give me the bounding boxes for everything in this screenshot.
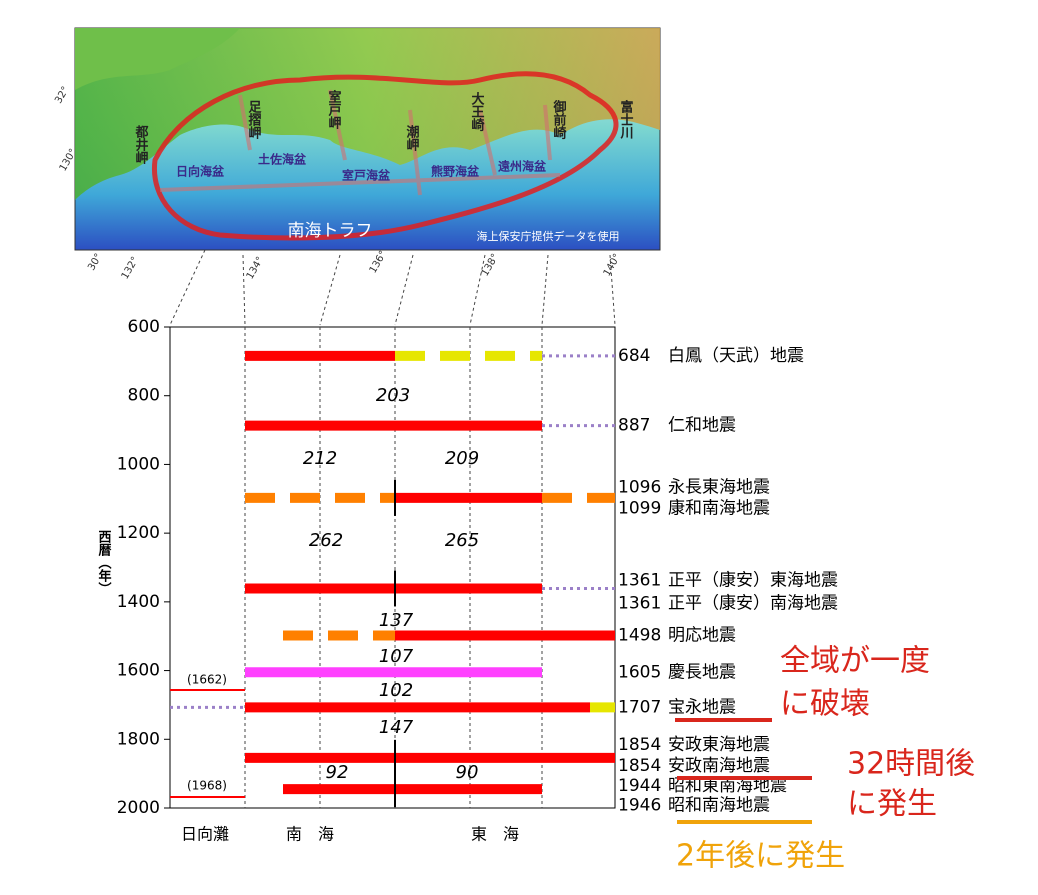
y-tick-label: 600 (128, 317, 160, 337)
cape-label: 御前崎 (551, 99, 568, 140)
coord-label: 134° (245, 255, 267, 281)
cape-label: 室戸岬 (326, 89, 342, 130)
interval-label: 92 (326, 762, 349, 783)
basin-label: 土佐海盆 (258, 152, 307, 167)
y-axis-label: 西暦（年） (96, 530, 113, 595)
fan-lines (169, 249, 616, 326)
interval-label: 102 (379, 680, 413, 701)
segment-boundary (159, 89, 561, 196)
y-tick-label: 1000 (117, 454, 160, 474)
connector (169, 249, 616, 326)
land (75, 28, 240, 90)
coord-label: 30° (86, 252, 104, 273)
event-name: 白鳳（天武）地震 (668, 346, 804, 366)
event-name: 昭和東南海地震 (668, 776, 787, 796)
event-name: 安政南海地震 (668, 756, 770, 776)
y-tick-label: 1400 (117, 592, 160, 612)
event-year: 1854 (618, 756, 661, 776)
cape-label: 都井岬 (133, 124, 150, 165)
event-name: 永長東海地震 (668, 477, 770, 497)
coord-label: 140° (602, 252, 624, 278)
event-name: 仁和地震 (668, 416, 736, 436)
interval-label: 212 (303, 448, 337, 469)
event-year: 1096 (618, 477, 661, 497)
coord-label: 132° (120, 255, 142, 281)
annotation: 32時間後 (847, 747, 975, 782)
interval-label: 203 (376, 385, 410, 406)
region-label: 南 海 (286, 825, 334, 844)
event-name: 康和南海地震 (668, 498, 770, 518)
annotation: 2年後に発生 (676, 839, 845, 874)
event-year: 887 (618, 416, 650, 436)
event-year: 1361 (618, 570, 661, 590)
cape-label: 富士川 (618, 99, 635, 139)
event-name: 正平（康安）東海地震 (668, 570, 838, 590)
credit: 海上保安庁提供データを使用 (477, 229, 620, 243)
basin-label: 熊野海盆 (431, 164, 480, 179)
cape-label: 大王崎 (469, 91, 485, 132)
interval-label: 262 (309, 530, 343, 551)
chart: 600 800 1000 1200 1400 1600 1800 2000 西暦（年） 日向灘 南 … (96, 317, 976, 874)
basin-label: 遠州海盆 (498, 159, 547, 174)
land (75, 28, 660, 200)
event-name: 昭和南海地震 (668, 795, 770, 815)
interval-label: 107 (379, 646, 414, 667)
y-tick-label: 800 (128, 386, 160, 406)
source-region (151, 71, 619, 241)
cape-label: 足摺岬 (246, 100, 262, 140)
interval-label: 209 (445, 448, 479, 469)
event-year: 1944 (618, 776, 661, 796)
event-year: 1498 (618, 626, 661, 646)
y-tick-label: 1200 (117, 523, 160, 543)
trough-label: 南海トラフ (288, 221, 373, 241)
annotation: に発生 (847, 787, 937, 822)
event-name: 宝永地震 (668, 697, 736, 717)
event-name: 安政東海地震 (668, 735, 770, 755)
interval-label: 265 (445, 530, 479, 551)
region-label: 東 海 (471, 825, 519, 844)
hyuganada-label: (1662) (187, 673, 227, 687)
coord-label: 138° (480, 252, 502, 278)
coord-label: 136° (368, 249, 390, 275)
y-tick-label: 1800 (117, 729, 160, 749)
cape-label: 潮岬 (404, 124, 420, 152)
event-year: 1099 (618, 498, 661, 518)
hyuganada-label: (1968) (187, 779, 227, 793)
y-tick-label: 1600 (117, 661, 160, 681)
y-tick-label: 2000 (117, 798, 160, 818)
coord-label: 32° (53, 85, 71, 106)
event-name: 慶長地震 (668, 662, 736, 682)
event-name: 正平（康安）南海地震 (668, 593, 838, 613)
interval-label: 147 (379, 717, 414, 738)
event-year: 1605 (618, 662, 661, 682)
event-year: 684 (618, 346, 650, 366)
event-year: 1946 (618, 795, 661, 815)
annotation: 全域が一度 (780, 644, 930, 679)
plot-frame (169, 326, 616, 809)
region-label: 日向灘 (181, 825, 229, 844)
interval-label: 137 (379, 610, 414, 631)
event-year: 1361 (618, 593, 661, 613)
interval-label: 90 (456, 762, 479, 783)
basin-label: 室戸海盆 (342, 168, 391, 183)
basin-label: 日向海盆 (176, 164, 225, 179)
event-year: 1854 (618, 735, 661, 755)
event-name: 明応地震 (668, 626, 736, 646)
event-year: 1707 (618, 697, 661, 717)
annotation: に破壊 (780, 687, 870, 722)
